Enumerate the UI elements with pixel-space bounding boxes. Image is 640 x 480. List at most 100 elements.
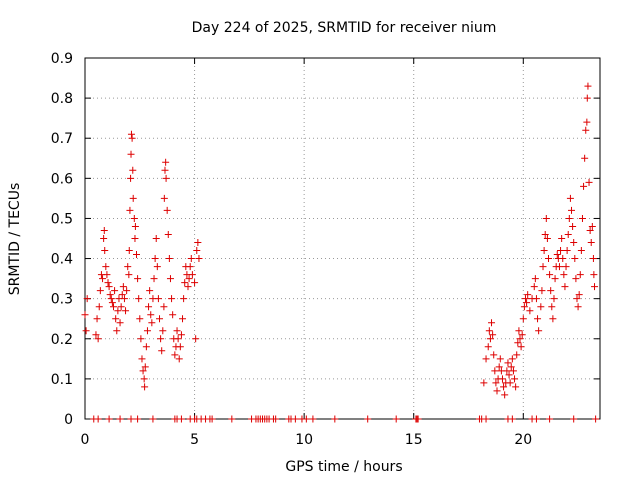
data-point-marker [141, 383, 149, 391]
data-point-marker [495, 363, 503, 371]
y-tick-label: 0.6 [51, 171, 73, 187]
data-point-marker [538, 287, 546, 295]
data-point-marker [587, 239, 595, 247]
data-point-marker [504, 359, 512, 367]
data-point-marker [160, 303, 168, 311]
data-point-marker [572, 275, 580, 283]
data-point-marker [486, 335, 494, 343]
data-point-marker [164, 230, 172, 238]
data-point-marker [99, 275, 107, 283]
data-point-marker [127, 415, 135, 423]
data-point-marker [489, 331, 497, 339]
chart-title: Day 224 of 2025, SRMTID for receiver niu… [192, 20, 497, 36]
data-point-marker [537, 303, 545, 311]
data-point-marker [501, 391, 509, 399]
data-point-marker [482, 415, 490, 423]
data-point-marker [96, 287, 104, 295]
data-point-marker [228, 415, 236, 423]
data-point-marker [532, 295, 540, 303]
data-point-marker [534, 315, 542, 323]
data-point-marker [590, 271, 598, 279]
data-point-marker [127, 130, 135, 138]
data-point-marker [147, 311, 155, 319]
data-point-marker [118, 291, 126, 299]
data-point-marker [526, 307, 534, 315]
data-point-marker [83, 295, 91, 303]
data-point-marker [138, 355, 146, 363]
data-point-marker [511, 375, 519, 383]
y-tick-label: 0.3 [51, 292, 73, 308]
data-point-marker [568, 206, 576, 214]
y-tick-label: 0.4 [51, 252, 73, 268]
data-point-marker [550, 295, 558, 303]
data-point-marker [192, 335, 200, 343]
data-point-marker [194, 239, 202, 247]
data-point-marker [146, 287, 154, 295]
data-point-marker [582, 126, 590, 134]
data-point-marker [493, 387, 501, 395]
data-point-marker [136, 315, 144, 323]
data-point-marker [92, 331, 100, 339]
x-tick-label: 10 [295, 432, 313, 448]
data-point-marker [177, 415, 185, 423]
data-point-marker [569, 222, 577, 230]
data-point-marker [546, 415, 554, 423]
data-point-marker [134, 415, 142, 423]
data-point-marker [184, 283, 192, 291]
data-point-marker [539, 263, 547, 271]
data-point-marker [589, 255, 597, 263]
data-point-marker [585, 178, 593, 186]
data-point-marker [133, 251, 140, 259]
data-point-marker [154, 295, 162, 303]
axis-ticks: 0 0.1 0.2 0.3 0.4 0.5 0.6 0.7 0.8 0.9 0 5 10 15 20 [51, 51, 600, 448]
data-point-marker [482, 355, 490, 363]
data-point-marker [553, 251, 561, 259]
data-point-marker [180, 295, 188, 303]
data-point-marker [515, 327, 523, 335]
data-point-marker [551, 275, 559, 283]
y-tick-label: 0.7 [51, 131, 73, 147]
data-point-marker [580, 182, 588, 190]
data-point-marker [135, 295, 143, 303]
data-point-marker [120, 295, 128, 303]
data-point-marker [562, 263, 570, 271]
data-point-marker [548, 303, 556, 311]
data-point-marker [163, 206, 171, 214]
data-point-marker [561, 283, 569, 291]
data-point-marker [591, 283, 599, 291]
data-point-marker [484, 343, 492, 351]
y-tick-label: 0.1 [51, 372, 73, 388]
data-point-marker [129, 166, 137, 174]
data-point-marker [291, 415, 299, 423]
data-point-marker [508, 355, 516, 363]
data-point-marker [490, 351, 498, 359]
data-point-marker [492, 379, 500, 387]
data-point-marker [81, 311, 89, 319]
x-axis-label: GPS time / hours [285, 459, 402, 475]
data-point-marker [530, 283, 538, 291]
data-point-marker [331, 415, 339, 423]
x-tick-label: 20 [514, 432, 532, 448]
data-point-marker [208, 415, 216, 423]
data-point-marker [173, 327, 181, 335]
data-point-marker [128, 134, 136, 142]
data-point-marker [570, 239, 578, 247]
data-point-marker [82, 327, 90, 335]
data-point-marker [107, 295, 115, 303]
data-point-marker [94, 335, 102, 343]
data-point-marker [512, 383, 520, 391]
x-tick-label: 5 [190, 432, 199, 448]
data-point-marker [588, 222, 596, 230]
data-point-marker [540, 247, 548, 255]
data-point-marker [157, 335, 165, 343]
data-point-marker [557, 247, 565, 255]
data-point-marker [496, 355, 504, 363]
data-point-marker [101, 247, 109, 255]
data-point-marker [188, 271, 196, 279]
grid-lines [85, 58, 600, 419]
data-point-marker [555, 263, 563, 271]
data-point-marker [119, 283, 127, 291]
data-point-marker [517, 343, 525, 351]
data-point-marker [547, 287, 555, 295]
